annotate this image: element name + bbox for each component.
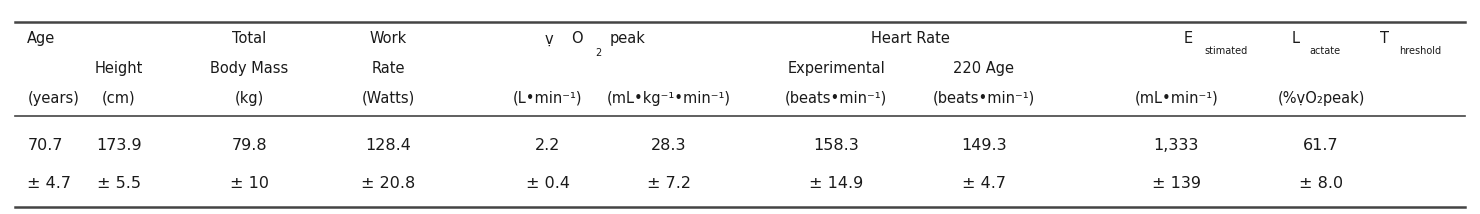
Text: 2.2: 2.2 (536, 138, 561, 153)
Text: T: T (1381, 31, 1390, 46)
Text: 70.7: 70.7 (27, 138, 62, 153)
Text: Experimental: Experimental (787, 61, 885, 76)
Text: ± 7.2: ± 7.2 (647, 176, 691, 191)
Text: ± 20.8: ± 20.8 (361, 176, 416, 191)
Text: (L•min⁻¹): (L•min⁻¹) (514, 91, 583, 106)
Text: 28.3: 28.3 (651, 138, 687, 153)
Text: (%ṿO₂peak): (%ṿO₂peak) (1277, 91, 1365, 106)
Text: 79.8: 79.8 (231, 138, 266, 153)
Text: ± 14.9: ± 14.9 (810, 176, 863, 191)
Text: Rate: Rate (371, 61, 406, 76)
Text: Heart Rate: Heart Rate (870, 31, 950, 46)
Text: E: E (1184, 31, 1193, 46)
Text: ± 4.7: ± 4.7 (27, 176, 71, 191)
Text: Work: Work (370, 31, 407, 46)
Text: ± 5.5: ± 5.5 (98, 176, 141, 191)
Text: peak: peak (610, 31, 645, 46)
Text: 1,333: 1,333 (1153, 138, 1199, 153)
Text: (cm): (cm) (102, 91, 136, 106)
Text: (beats•min⁻¹): (beats•min⁻¹) (784, 91, 887, 106)
Text: hreshold: hreshold (1400, 46, 1442, 56)
Text: 128.4: 128.4 (366, 138, 411, 153)
Text: Height: Height (95, 61, 144, 76)
Text: 173.9: 173.9 (96, 138, 142, 153)
Text: 2: 2 (595, 48, 601, 58)
Text: 158.3: 158.3 (813, 138, 858, 153)
Text: Age: Age (27, 31, 56, 46)
Text: ± 139: ± 139 (1151, 176, 1200, 191)
Text: (beats•min⁻¹): (beats•min⁻¹) (932, 91, 1035, 106)
Text: stimated: stimated (1205, 46, 1248, 56)
Text: ṿ: ṿ (545, 31, 554, 46)
Text: (kg): (kg) (234, 91, 263, 106)
Text: ± 0.4: ± 0.4 (525, 176, 570, 191)
Text: (mL•kg⁻¹•min⁻¹): (mL•kg⁻¹•min⁻¹) (607, 91, 731, 106)
Text: Total: Total (232, 31, 266, 46)
Text: (Watts): (Watts) (361, 91, 414, 106)
Text: ± 8.0: ± 8.0 (1299, 176, 1344, 191)
Text: O: O (571, 31, 583, 46)
Text: 61.7: 61.7 (1304, 138, 1339, 153)
Text: (mL•min⁻¹): (mL•min⁻¹) (1134, 91, 1218, 106)
Text: L: L (1292, 31, 1299, 46)
Text: ± 4.7: ± 4.7 (962, 176, 1006, 191)
Text: actate: actate (1310, 46, 1341, 56)
Text: 220 Age: 220 Age (953, 61, 1014, 76)
Text: Body Mass: Body Mass (210, 61, 289, 76)
Text: (years): (years) (27, 91, 80, 106)
Text: ± 10: ± 10 (229, 176, 268, 191)
Text: 149.3: 149.3 (961, 138, 1006, 153)
